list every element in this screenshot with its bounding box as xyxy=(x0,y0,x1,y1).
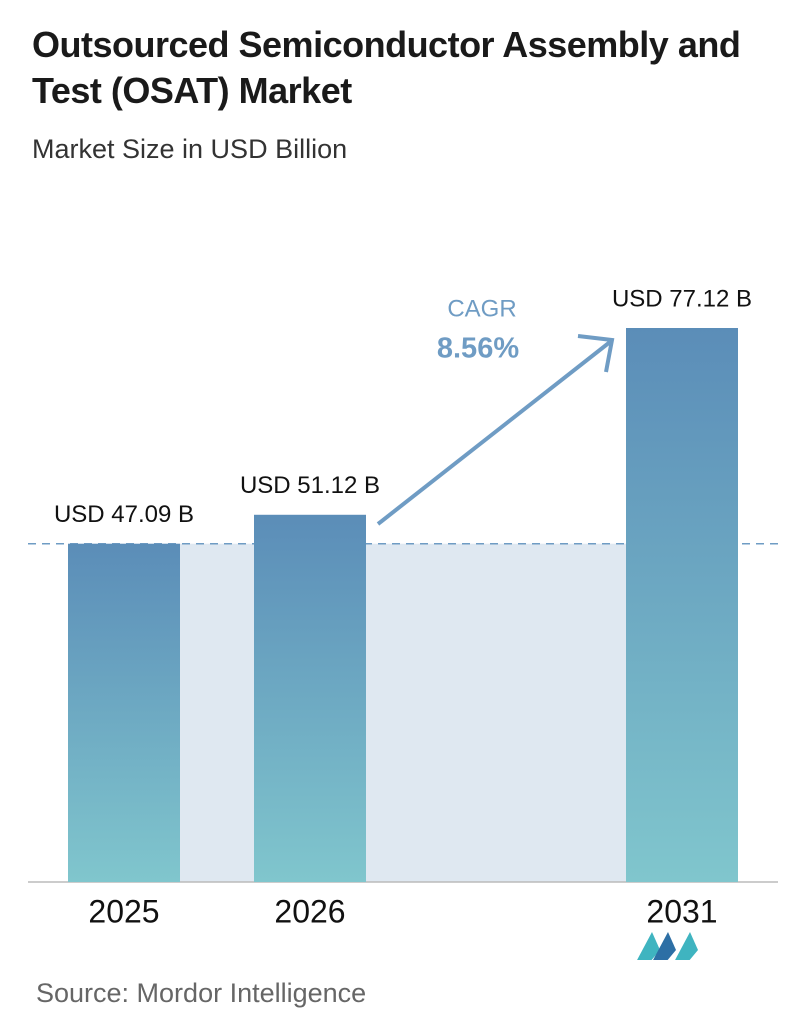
logo xyxy=(637,932,698,960)
value-label: USD 47.09 B xyxy=(54,501,194,528)
bar xyxy=(68,543,180,882)
cagr-arrow xyxy=(376,340,612,526)
cagr-arrow-head xyxy=(577,334,615,373)
cagr-value: 8.56% xyxy=(437,333,519,365)
x-tick-label: 2025 xyxy=(88,893,159,929)
chart-subtitle: Market Size in USD Billion xyxy=(32,134,348,164)
chart-title: Outsourced Semiconductor Assembly and Te… xyxy=(32,24,741,111)
chart: CAGR 8.56% USD 47.09 B 2025 USD 51.12 B 202… xyxy=(28,285,780,960)
source: Source: Mordor Intelligence xyxy=(36,978,367,1008)
bar xyxy=(626,328,738,882)
x-tick-label: 2031 xyxy=(646,893,717,929)
value-label: USD 77.12 B xyxy=(612,285,752,312)
bar xyxy=(254,514,366,882)
x-tick-label: 2026 xyxy=(274,893,345,929)
cagr-label: CAGR xyxy=(447,295,516,322)
value-label: USD 51.12 B xyxy=(240,472,380,499)
